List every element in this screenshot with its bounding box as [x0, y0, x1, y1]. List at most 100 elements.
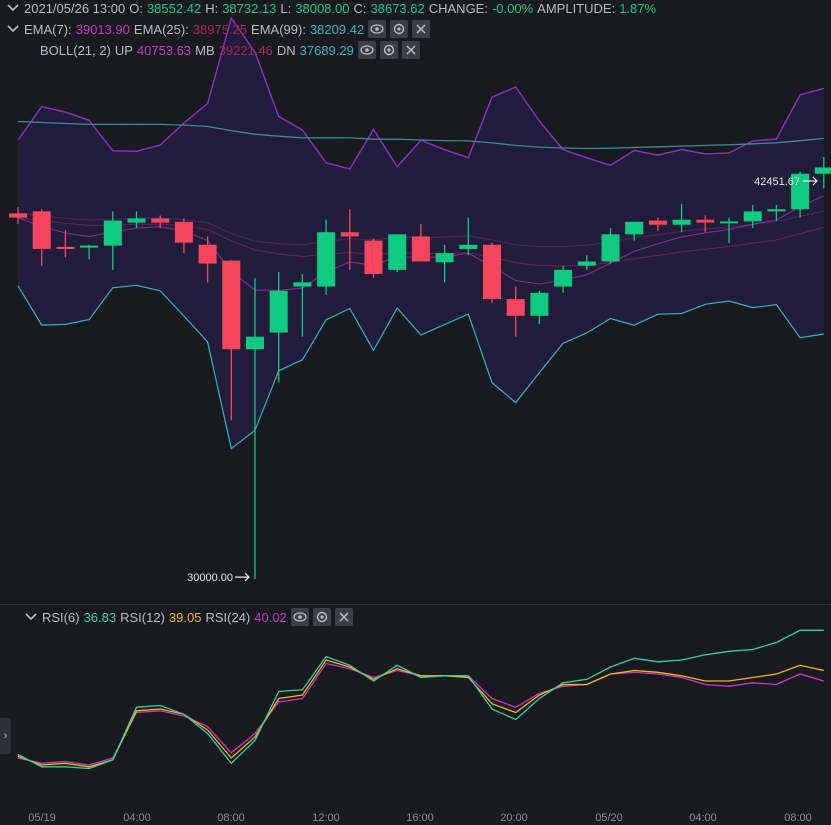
candle-body — [672, 219, 691, 225]
amplitude-value: 1.87% — [619, 0, 657, 16]
ohlc-legend: 2021/05/26 13:00 O: 38552.42 H: 38732.13… — [0, 0, 660, 18]
candles — [9, 157, 831, 580]
candle-body — [648, 220, 667, 225]
boll-up-label: UP — [114, 42, 133, 58]
arrow-right-icon — [235, 572, 250, 582]
candle-body — [791, 173, 810, 210]
change-value: -0.00% — [491, 0, 534, 16]
high-value: 38732.13 — [222, 0, 277, 16]
candle-body — [601, 234, 620, 262]
boll-mb-value: 39221.46 — [218, 42, 273, 58]
candle-body — [554, 269, 573, 287]
candle-body — [80, 245, 99, 248]
rsi-chart[interactable]: 05/19 04:00 08:00 12:00 16:00 20:00 05/20 04:00… — [0, 605, 831, 825]
ema7-label: EMA(7): — [24, 21, 72, 37]
x-tick-label: 12:00 — [312, 812, 340, 824]
x-tick-label: 08:00 — [217, 812, 245, 824]
x-tick-label: 08:00 — [784, 812, 812, 824]
rsi6-label: RSI(6) — [42, 609, 80, 625]
rsi24-label: RSI(24) — [205, 609, 251, 625]
candle-body — [720, 221, 738, 224]
candle-body — [9, 213, 27, 218]
boll-label: BOLL(21, 2) — [40, 42, 111, 58]
ema99-line — [17, 120, 824, 150]
rsi12-label: RSI(12) — [120, 609, 165, 625]
candle-body — [767, 209, 786, 212]
chevron-down-icon[interactable] — [6, 22, 20, 36]
panel-divider — [0, 604, 831, 605]
candle-body — [814, 167, 831, 174]
candle-body — [340, 232, 359, 237]
candle-body — [625, 221, 644, 235]
candle-body — [388, 234, 407, 270]
low-price-marker: 30000.00 — [187, 572, 233, 584]
boll-legend: BOLL(21, 2) UP 40753.63 MB 39221.46 DN 3… — [0, 40, 424, 60]
candle-body — [151, 218, 170, 223]
high-price-marker: 42451.67 — [754, 176, 800, 188]
candle-body — [743, 211, 762, 222]
boll-mb-label: MB — [195, 42, 215, 58]
rsi-line-0 — [17, 629, 824, 770]
eye-icon[interactable] — [290, 608, 309, 626]
candle-body — [103, 220, 122, 246]
ema7-value: 39013.90 — [75, 21, 130, 37]
open-label: O: — [129, 0, 143, 16]
rsi-lines — [17, 629, 824, 770]
ema25-label: EMA(25): — [133, 21, 189, 37]
candle-body — [411, 236, 430, 262]
candle-body — [577, 261, 596, 266]
candle-body — [222, 260, 241, 350]
amplitude-label: AMPLITUDE: — [537, 0, 616, 16]
open-value: 38552.42 — [146, 0, 202, 16]
price-markers: 30000.00 42451.67 — [187, 176, 818, 584]
settings-icon[interactable] — [312, 608, 331, 626]
ema25-value: 38975.25 — [192, 21, 248, 37]
arrow-right-icon — [803, 176, 818, 186]
ema-legend: EMA(7): 39013.90 EMA(25): 38975.25 EMA(9… — [0, 19, 434, 39]
close-value: 38673.62 — [370, 0, 425, 16]
low-label: L: — [280, 0, 292, 16]
x-tick-label: 04:00 — [689, 812, 717, 824]
datetime: 2021/05/26 13:00 — [24, 0, 126, 16]
rsi6-value: 36.83 — [83, 609, 117, 625]
candle-body — [32, 211, 51, 249]
close-icon[interactable] — [334, 608, 353, 626]
close-label: C: — [353, 0, 367, 16]
candle-body — [483, 244, 501, 300]
rsi24-value: 40.02 — [254, 609, 287, 625]
low-value: 38008.00 — [295, 0, 350, 16]
ema99-label: EMA(99): — [251, 21, 306, 37]
chevron-right-icon[interactable]: › — [0, 718, 11, 754]
price-chart[interactable]: 30000.00 42451.67 — [0, 0, 831, 604]
settings-icon[interactable] — [390, 20, 409, 38]
boll-dn-line — [17, 284, 824, 450]
chevron-down-icon[interactable] — [6, 1, 20, 15]
candle-body — [127, 218, 146, 223]
x-tick-label: 05/20 — [595, 812, 623, 824]
candle-body — [459, 244, 478, 249]
candle-body — [174, 221, 193, 243]
rsi-legend: RSI(6) 36.83 RSI(12) 39.05 RSI(24) 40.02 — [0, 607, 357, 627]
close-icon[interactable] — [401, 41, 420, 59]
candle-body — [530, 292, 549, 316]
candle-body — [246, 336, 264, 350]
candle-body — [317, 232, 336, 287]
change-label: CHANGE: — [428, 0, 488, 16]
rsi12-value: 39.05 — [168, 609, 202, 625]
candle-body — [696, 219, 715, 223]
boll-dn-label: DN — [276, 42, 296, 58]
candle-body — [198, 244, 217, 264]
candle-body — [506, 299, 525, 316]
boll-dn-value: 37689.29 — [299, 42, 354, 58]
x-tick-label: 20:00 — [500, 812, 528, 824]
ema99-value: 38209.42 — [309, 21, 365, 37]
x-tick-label: 04:00 — [123, 812, 151, 824]
chevron-down-icon[interactable] — [24, 610, 38, 624]
candle-body — [293, 282, 312, 287]
eye-icon[interactable] — [357, 41, 376, 59]
high-label: H: — [205, 0, 219, 16]
rsi-line-1 — [17, 659, 824, 768]
eye-icon[interactable] — [368, 20, 387, 38]
settings-icon[interactable] — [379, 41, 398, 59]
close-icon[interactable] — [412, 20, 431, 38]
